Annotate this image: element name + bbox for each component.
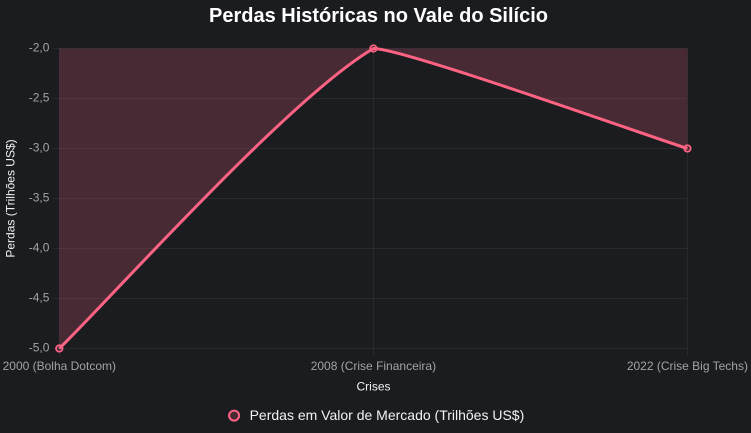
svg-text:2000 (Bolha Dotcom): 2000 (Bolha Dotcom): [3, 359, 116, 373]
svg-text:-2,5: -2,5: [29, 91, 50, 105]
svg-text:2008 (Crise Financeira): 2008 (Crise Financeira): [311, 359, 436, 373]
svg-text:-4,5: -4,5: [29, 291, 50, 305]
svg-text:-3,5: -3,5: [29, 191, 50, 205]
svg-text:-2,0: -2,0: [29, 41, 50, 55]
svg-text:Perdas em Valor de Mercado (Tr: Perdas em Valor de Mercado (Trilhões US$…: [250, 407, 525, 423]
svg-text:Perdas Históricas no Vale do S: Perdas Históricas no Vale do Silício: [209, 5, 548, 27]
svg-text:Crises: Crises: [356, 380, 390, 394]
svg-text:-3,0: -3,0: [29, 141, 50, 155]
svg-text:-4,0: -4,0: [29, 241, 50, 255]
svg-text:Perdas (Trilhões US$): Perdas (Trilhões US$): [4, 139, 18, 257]
svg-text:2022 (Crise Big Techs): 2022 (Crise Big Techs): [627, 359, 748, 373]
svg-text:-5,0: -5,0: [29, 341, 50, 355]
